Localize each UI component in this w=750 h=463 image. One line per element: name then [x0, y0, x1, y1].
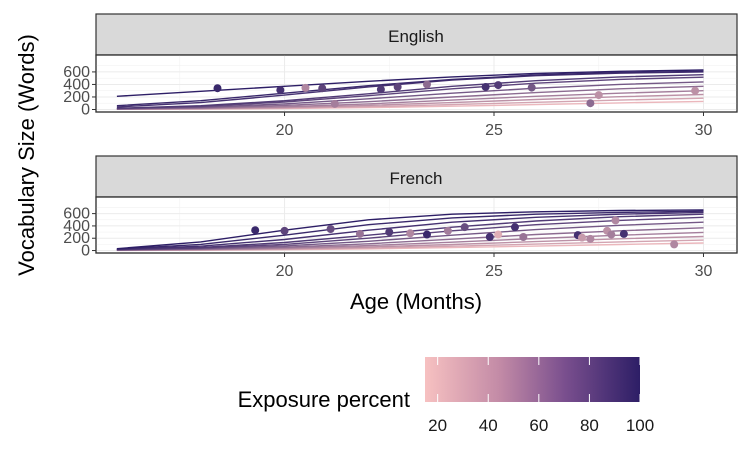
data-point [577, 233, 586, 242]
series-curve [116, 85, 704, 110]
series-curve [116, 74, 704, 109]
data-point [619, 229, 628, 238]
data-point [251, 226, 260, 235]
data-point [330, 99, 339, 108]
x-tick-label: 20 [276, 122, 294, 139]
data-point [611, 216, 620, 225]
y-tick-label: 200 [63, 230, 90, 247]
data-point [586, 234, 595, 243]
legend: Exposure percent 20 40 60 80 100 [238, 357, 654, 435]
y-tick-label: 400 [63, 76, 90, 93]
legend-tick-label: 80 [580, 416, 599, 435]
x-axis-title: Age (Months) [350, 289, 482, 314]
curves-english [116, 69, 704, 110]
x-tick-label: 20 [276, 263, 294, 280]
data-point [494, 230, 503, 239]
x-axis-english: 20 25 30 [276, 112, 713, 139]
data-point [213, 84, 222, 93]
data-point [586, 99, 595, 108]
legend-tick-label: 20 [428, 416, 447, 435]
data-point [691, 86, 700, 95]
data-point [393, 82, 402, 91]
data-point [670, 240, 679, 249]
y-tick-label: 600 [63, 206, 90, 223]
data-point [594, 91, 603, 100]
data-point [422, 80, 431, 89]
panel-border-french [95, 196, 738, 254]
legend-ticks: 20 40 60 80 100 [428, 357, 654, 435]
x-axis-french: 20 25 30 [276, 253, 713, 280]
data-point [326, 225, 335, 233]
legend-tick-label: 40 [479, 416, 498, 435]
series-curve [116, 210, 704, 250]
data-point [355, 229, 364, 238]
series-curve [116, 221, 704, 251]
strip-french [95, 155, 738, 198]
panel-border-english [95, 54, 738, 113]
legend-title: Exposure percent [238, 387, 410, 412]
series-curve [116, 76, 704, 110]
strip-english [95, 13, 738, 56]
data-point [376, 85, 385, 94]
series-curve [116, 211, 704, 250]
data-point [607, 230, 616, 239]
data-point [385, 228, 394, 237]
series-curve [116, 209, 704, 250]
x-tick-label: 30 [695, 263, 713, 280]
y-tick-label: 600 [63, 64, 90, 81]
strip-label-english: English [388, 27, 444, 46]
y-tick-label: 200 [63, 89, 90, 106]
legend-tick-label: 100 [626, 416, 654, 435]
y-tick-label: 0 [81, 243, 90, 260]
points-english [213, 80, 700, 108]
data-point [510, 223, 519, 232]
data-point [406, 229, 415, 238]
data-point [443, 226, 452, 235]
x-tick-label: 25 [485, 263, 503, 280]
data-point [301, 83, 310, 92]
series-curve [116, 81, 704, 110]
y-tick-label: 400 [63, 218, 90, 235]
series-curve [116, 70, 704, 107]
data-point [519, 233, 528, 241]
y-tick-label: 0 [81, 101, 90, 118]
data-point [318, 84, 327, 93]
data-point [494, 81, 503, 90]
strip-label-french: French [390, 169, 443, 188]
data-point [276, 86, 285, 95]
x-tick-label: 30 [695, 122, 713, 139]
legend-tick-label: 60 [529, 416, 548, 435]
y-axis-title: Vocabulary Size (Words) [14, 34, 39, 276]
points-french [251, 216, 679, 249]
data-point [485, 233, 494, 241]
x-tick-label: 25 [485, 122, 503, 139]
data-point [460, 223, 469, 232]
data-point [422, 230, 431, 239]
data-point [527, 83, 536, 92]
data-point [280, 226, 289, 235]
data-point [481, 82, 490, 91]
legend-colorbar [425, 357, 640, 402]
